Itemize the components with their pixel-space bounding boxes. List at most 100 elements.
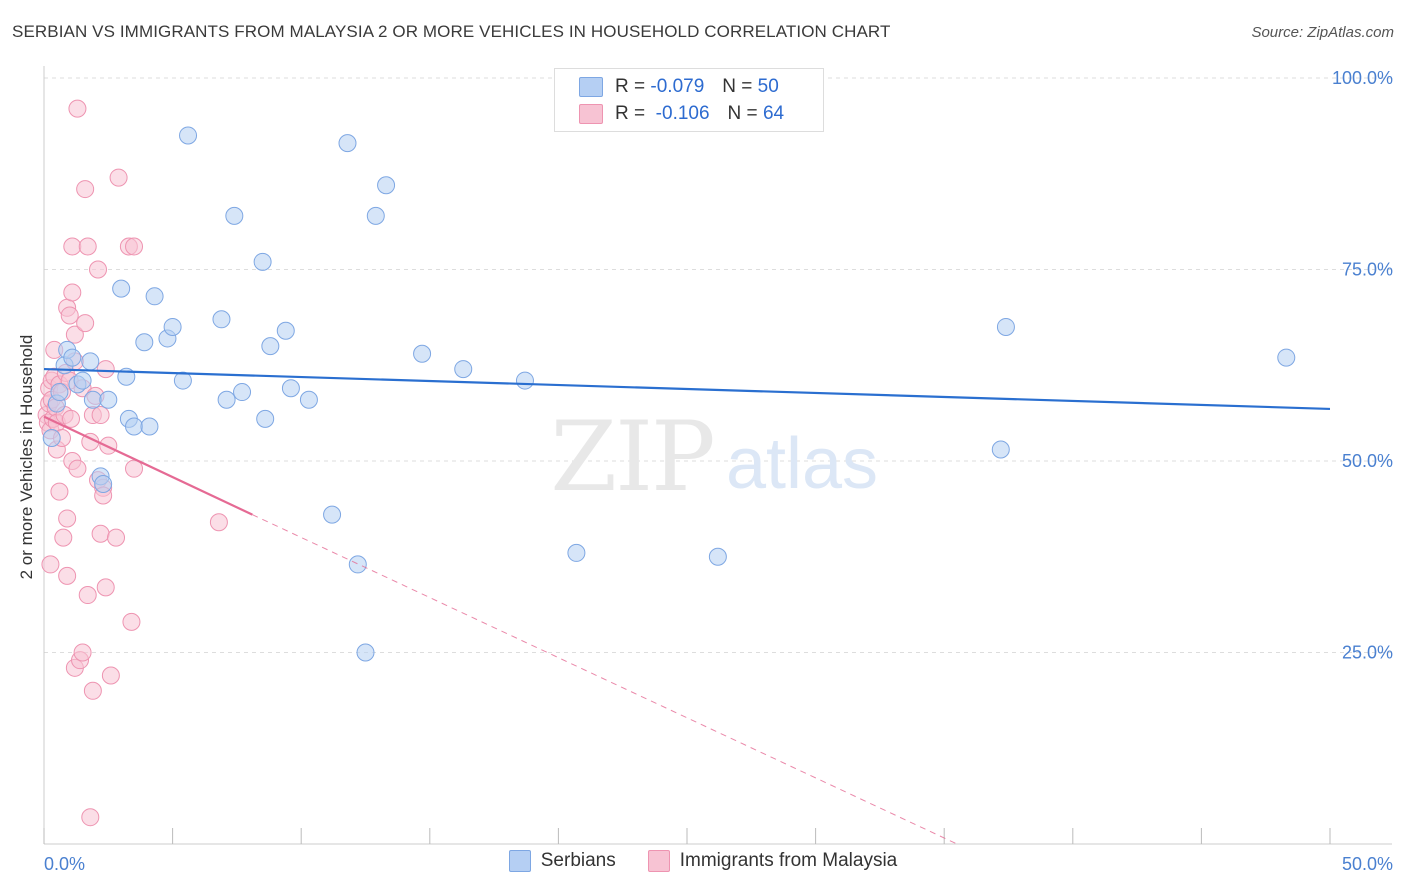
- malaysia-point: [63, 237, 82, 256]
- malaysia-point: [107, 528, 126, 547]
- malaysia-point: [76, 314, 95, 333]
- serbians-point: [125, 417, 144, 436]
- serbians-point: [112, 279, 131, 298]
- serbians-legend-label: Serbians: [540, 850, 616, 871]
- malaysia-point: [54, 528, 73, 547]
- serbians-point: [356, 643, 375, 662]
- malaysia-point: [58, 509, 77, 528]
- legend-item-malaysia: Immigrants from Malaysia: [647, 850, 898, 872]
- legend-item-serbians: Serbians: [508, 850, 616, 872]
- serbians-point: [454, 360, 473, 379]
- serbians-point: [173, 371, 192, 390]
- malaysia-point: [58, 566, 77, 585]
- malaysia-point: [96, 578, 115, 597]
- serbians-point: [83, 390, 102, 409]
- malaysia-r-value: -0.106: [655, 103, 710, 124]
- serbians-point: [99, 390, 118, 409]
- malaysia-point: [78, 586, 97, 605]
- grid-lines: [44, 77, 1392, 653]
- malaysia-point: [122, 612, 141, 631]
- serbians-point: [163, 317, 182, 336]
- n-label: N =: [722, 76, 753, 97]
- x-tick-label: 0.0%: [44, 854, 85, 874]
- y-tick-label: 25.0%: [1342, 643, 1393, 663]
- legend-row-malaysia: R = -0.106 N = 64: [579, 101, 784, 127]
- serbians-point: [1277, 348, 1296, 367]
- serbians-legend-swatch: [508, 850, 531, 872]
- y-axis-label: 2 or more Vehicles in Household: [17, 335, 36, 580]
- y-tick-label: 50.0%: [1342, 451, 1393, 471]
- malaysia-point: [209, 513, 228, 532]
- serbians-point: [348, 555, 367, 574]
- chart-title: SERBIAN VS IMMIGRANTS FROM MALAYSIA 2 OR…: [12, 22, 891, 41]
- malaysia-point: [62, 409, 81, 428]
- serbians-point: [299, 390, 318, 409]
- serbians-point: [140, 417, 159, 436]
- malaysia-point: [50, 482, 69, 501]
- serbians-point: [225, 206, 244, 225]
- malaysia-trend-extension: [252, 514, 958, 845]
- serbians-point: [377, 176, 396, 195]
- serbians-point: [145, 287, 164, 306]
- serbians-point: [50, 383, 69, 402]
- malaysia-point: [91, 524, 110, 543]
- serbians-point: [276, 321, 295, 340]
- malaysia-point: [101, 666, 120, 685]
- serbians-point: [366, 206, 385, 225]
- source-label: Source: ZipAtlas.com: [1251, 24, 1394, 41]
- malaysia-point: [125, 237, 144, 256]
- series-malaysia-points: [37, 99, 228, 827]
- malaysia-point: [89, 260, 108, 279]
- series-serbians-points: [42, 126, 1296, 662]
- malaysia-point: [125, 459, 144, 478]
- serbians-r-value: -0.079: [650, 76, 705, 97]
- malaysia-n-value: 64: [762, 103, 785, 124]
- serbians-point: [212, 310, 231, 329]
- malaysia-point: [109, 168, 128, 187]
- malaysia-legend-label: Immigrants from Malaysia: [679, 850, 898, 871]
- serbians-point: [996, 317, 1015, 336]
- watermark: ZIP atlas: [550, 401, 878, 513]
- serbians-point: [135, 333, 154, 352]
- malaysia-point: [60, 306, 79, 325]
- malaysia-point: [78, 237, 97, 256]
- malaysia-point: [63, 283, 82, 302]
- serbians-point: [63, 348, 82, 367]
- serbians-point: [261, 337, 280, 356]
- watermark-zip: ZIP: [550, 401, 713, 513]
- serbians-point: [413, 344, 432, 363]
- y-tick-label: 75.0%: [1342, 260, 1393, 280]
- series-legend: Serbians Immigrants from Malaysia: [0, 850, 1406, 872]
- r-label: R =: [615, 76, 646, 97]
- malaysia-point: [68, 459, 87, 478]
- serbians-point: [73, 371, 92, 390]
- malaysia-swatch: [579, 104, 603, 124]
- malaysia-point: [96, 360, 115, 379]
- serbians-swatch: [579, 77, 603, 97]
- malaysia-point: [73, 643, 92, 662]
- legend-row-serbians: R = -0.079 N = 50: [579, 74, 779, 100]
- malaysia-point: [41, 555, 60, 574]
- tick-labels: 25.0% 50.0% 75.0% 100.0% 0.0% 50.0%: [44, 68, 1393, 874]
- malaysia-legend-swatch: [647, 850, 670, 872]
- serbians-point: [567, 543, 586, 562]
- serbians-trend-line: [43, 367, 1331, 411]
- correlation-legend: R = -0.079 N = 50 R = -0.106 N = 64: [554, 68, 824, 132]
- serbians-point: [991, 440, 1010, 459]
- serbians-point: [42, 429, 61, 448]
- serbians-point: [81, 352, 100, 371]
- serbians-point: [253, 252, 272, 271]
- trend-lines: [43, 367, 1331, 845]
- serbians-point: [281, 379, 300, 398]
- serbians-point: [515, 371, 534, 390]
- malaysia-point: [68, 99, 87, 118]
- malaysia-point: [76, 180, 95, 199]
- serbians-point: [179, 126, 198, 145]
- x-tick-label: 50.0%: [1342, 854, 1393, 874]
- malaysia-point: [81, 808, 100, 827]
- serbians-n-value: 50: [757, 76, 779, 97]
- malaysia-trend-line: [43, 415, 253, 516]
- r-label: R =: [615, 103, 646, 124]
- serbians-point: [217, 390, 236, 409]
